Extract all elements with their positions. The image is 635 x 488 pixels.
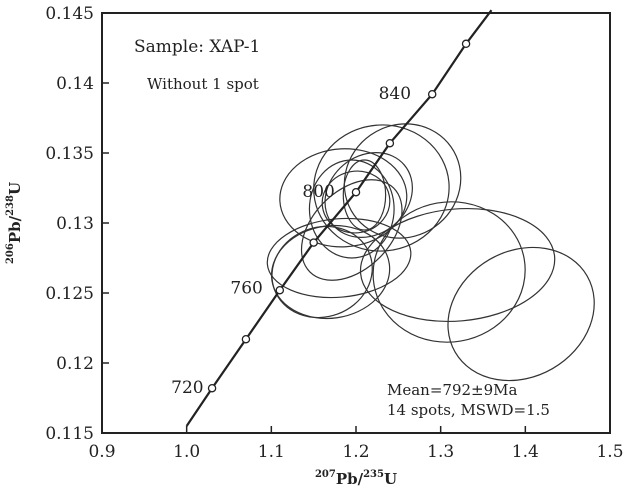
error-ellipse [343,123,462,239]
error-ellipse [359,207,556,323]
y-tick-label: 0.12 [56,354,94,374]
mean-age-label: Mean=792±9Ma [387,381,518,399]
sample-label: Sample: XAP-1 [134,37,260,57]
error-ellipse [279,148,408,248]
y-tick-label: 0.135 [45,144,94,164]
x-tick-label: 1.4 [512,442,539,462]
concordia-age-marker [385,138,395,148]
error-ellipse [271,225,373,319]
concordia-age-marker [427,89,437,99]
without-spot-label: Without 1 spot [147,75,259,93]
concordia-age-marker [351,187,361,197]
y-axis: 0.115 0.12 0.125 0.13 0.135 0.14 0.145 [45,4,109,444]
concordia-age-marker [275,285,285,295]
age-label: 720 [171,378,203,398]
y-axis-title: 206Pb/238U [5,182,24,264]
x-tick-label: 1.5 [596,442,623,462]
error-ellipse [447,246,595,382]
spots-mswd-label: 14 spots, MSWD=1.5 [387,401,550,419]
concordia-age-marker [207,383,217,393]
age-label: 760 [230,278,262,298]
error-ellipse [308,159,395,259]
y-tick-label: 0.13 [56,214,94,234]
error-ellipse [372,201,526,343]
y-tick-label: 0.125 [45,284,94,304]
concordia-age-marker [241,334,251,344]
age-label: 840 [379,84,411,104]
concordia-age-marker [309,238,318,247]
error-ellipse [300,179,403,281]
x-axis: 0.9 1.0 1.1 1.2 1.3 1.4 1.5 [88,426,624,462]
concordia-curve [185,9,493,427]
error-ellipse [313,124,450,252]
x-tick-label: 0.9 [88,442,115,462]
x-tick-label: 1.1 [258,442,285,462]
concordia-age-marker [461,39,471,49]
error-ellipse [342,159,387,231]
y-tick-label: 0.115 [45,424,94,444]
y-tick-label: 0.145 [45,4,94,24]
concordia-curve-group [185,9,493,427]
error-ellipse [270,224,391,320]
age-label: 800 [302,182,334,202]
age-labels: 720 760 800 840 [171,84,411,398]
x-tick-label: 1.0 [173,442,200,462]
x-tick-label: 1.2 [342,442,369,462]
error-ellipse [266,217,412,299]
error-ellipse [321,170,391,234]
y-tick-label: 0.14 [56,74,94,94]
error-ellipses [266,123,595,382]
x-tick-label: 1.3 [427,442,454,462]
x-axis-title: 207Pb/235U [315,469,397,488]
